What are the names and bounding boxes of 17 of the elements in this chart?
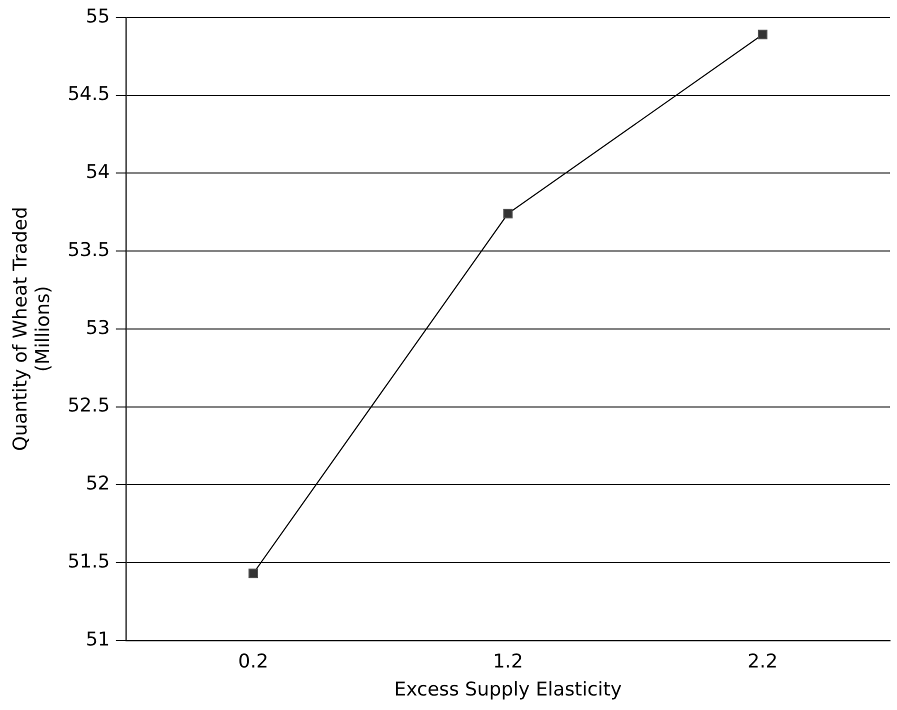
y-tick-label: 54 <box>86 161 110 184</box>
x-axis-title: Excess Supply Elasticity <box>394 678 622 701</box>
y-tick-label: 51 <box>86 628 110 650</box>
y-tick-label: 52.5 <box>68 394 110 417</box>
y-tick-label: 55 <box>86 5 110 28</box>
y-tick-label: 53 <box>86 316 110 339</box>
point <box>503 208 513 218</box>
y-tick-label: 51.5 <box>68 550 110 572</box>
x-tick-label: 0.2 <box>238 650 268 673</box>
x-tick-label: 2.2 <box>748 650 778 673</box>
y-tick-label: 54.5 <box>68 83 110 106</box>
point <box>248 568 258 578</box>
point <box>758 30 768 40</box>
y-axis-title: Quantity of Wheat Traded (Millions) <box>9 206 54 452</box>
x-tick-label: 1.2 <box>492 650 524 673</box>
y-tick-label: 53.5 <box>68 238 110 261</box>
y-tick-label: 52 <box>86 472 110 495</box>
